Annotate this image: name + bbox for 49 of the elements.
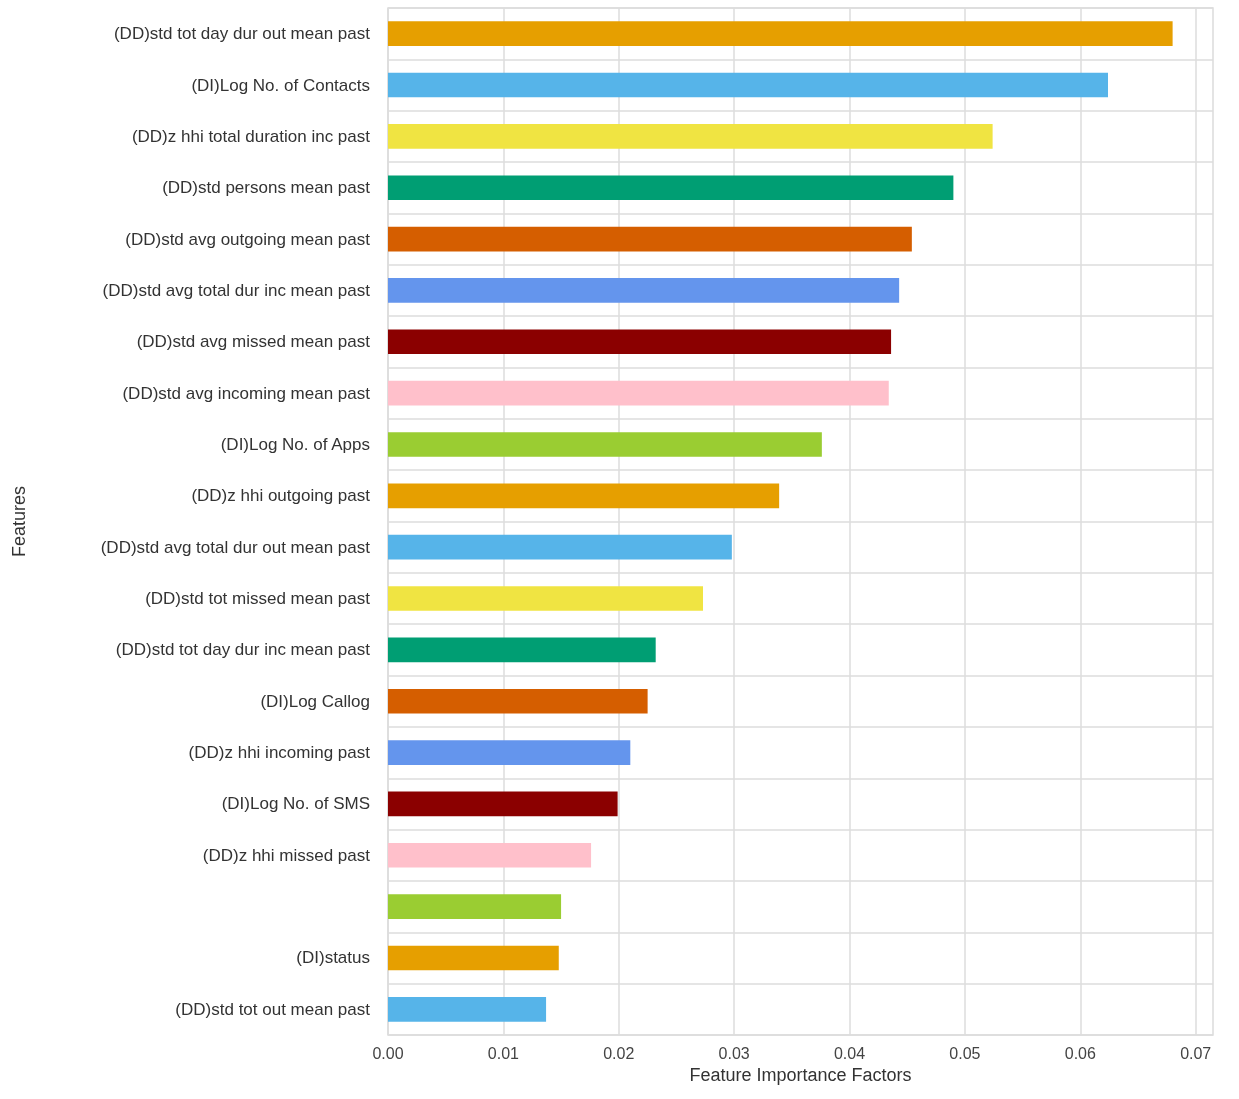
y-tick-label: (DD)std tot day dur inc mean past xyxy=(115,640,371,660)
bar xyxy=(388,21,1173,46)
y-tick-label: (DD)std avg total dur out mean past xyxy=(100,537,371,557)
bar xyxy=(388,945,559,971)
bar xyxy=(388,278,900,303)
y-tick-label: (DI)status xyxy=(296,948,370,968)
y-tick-label: (DD)std avg total dur inc mean past xyxy=(102,280,371,300)
bar xyxy=(388,72,1108,98)
bar xyxy=(388,997,547,1022)
y-tick-label: (DD)std tot day dur out mean past xyxy=(113,24,371,44)
y-tick-label: (DI)Log No. of Contacts xyxy=(191,75,370,95)
bar xyxy=(388,740,631,765)
y-tick-label: (DI)Log Callog xyxy=(260,691,370,711)
y-tick-label: (DD)z hhi outgoing past xyxy=(191,486,371,506)
bar xyxy=(388,329,892,355)
bar xyxy=(388,124,993,149)
x-tick-label: 0.01 xyxy=(487,1044,520,1062)
y-tick-label: (DI)Log No. of SMS xyxy=(221,794,370,814)
bar xyxy=(388,791,618,817)
bar xyxy=(388,688,648,714)
bar xyxy=(388,432,822,457)
y-tick-label: (DD)std avg outgoing mean past xyxy=(125,229,371,249)
bar xyxy=(388,842,592,868)
y-tick-label: (DD)std tot missed mean past xyxy=(145,589,371,609)
x-tick-label: 0.02 xyxy=(603,1044,635,1062)
bar xyxy=(388,380,889,406)
y-tick-label: (DD)std tot out mean past xyxy=(175,999,371,1019)
bar xyxy=(388,534,732,560)
y-tick-label: (DD)z hhi missed past xyxy=(202,845,371,865)
x-axis-title: Feature Importance Factors xyxy=(689,1064,912,1085)
bar xyxy=(388,175,954,201)
y-tick-label: (DD)z hhi total duration inc past xyxy=(131,126,371,146)
x-tick-label: 0.06 xyxy=(1064,1044,1096,1062)
x-tick-label: 0.05 xyxy=(949,1044,981,1062)
y-tick-label: (DI)Log No. of Apps xyxy=(220,434,370,454)
x-tick-label: 0.00 xyxy=(372,1044,404,1062)
bar xyxy=(388,586,703,611)
bar xyxy=(388,894,562,919)
x-tick-label: 0.03 xyxy=(718,1044,750,1062)
bar xyxy=(388,226,912,252)
y-axis-title: Features xyxy=(9,485,29,558)
y-tick-label: (DD)z hhi incoming past xyxy=(188,743,371,763)
bar xyxy=(388,483,780,509)
y-tick-label: (DD)std persons mean past xyxy=(162,178,371,198)
x-tick-label: 0.07 xyxy=(1180,1044,1212,1062)
y-tick-label: (DD)std avg missed mean past xyxy=(136,332,371,352)
x-tick-label: 0.04 xyxy=(833,1044,866,1062)
y-tick-label: (DD)std avg incoming mean past xyxy=(122,383,371,403)
bar xyxy=(388,637,656,663)
